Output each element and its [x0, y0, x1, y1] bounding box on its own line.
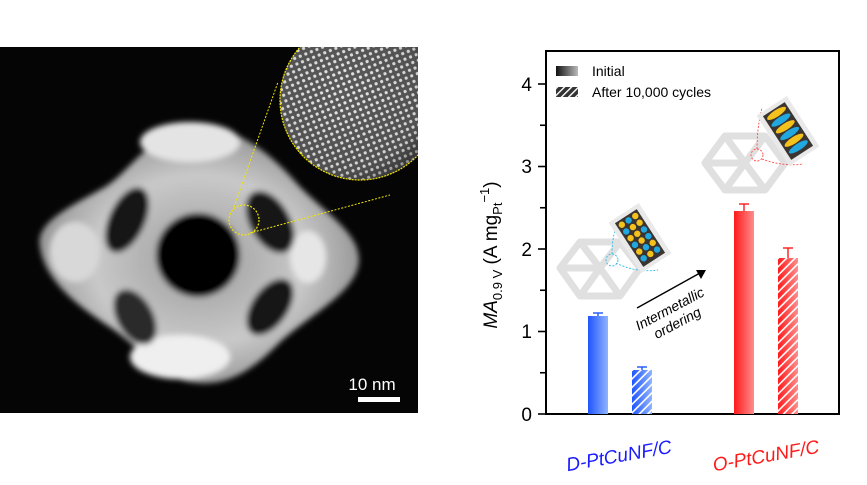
y-tick-label: 2	[521, 240, 532, 261]
region-highlight-circle	[228, 204, 260, 236]
ordered-nanoframe-schematic	[701, 96, 820, 194]
mass-activity-chart: 0 1 2 3 4 MA0.9 V (A mgPt−1) Initial Aft…	[450, 0, 867, 480]
zoom-guide-line	[233, 81, 279, 208]
category-label-d: D-PtCuNF/C	[565, 437, 674, 476]
nanoframe-particle	[39, 122, 359, 384]
bars	[588, 203, 798, 414]
legend-swatch-solid	[556, 66, 578, 76]
bar-o-initial	[734, 211, 754, 414]
stem-image-panel: 10 nm	[0, 19, 441, 413]
plot-frame	[545, 50, 840, 415]
scale-bar-label: 10 nm	[348, 375, 395, 394]
y-tick-label: 1	[521, 322, 532, 343]
y-tick-label: 0	[521, 405, 532, 426]
error-bar	[593, 312, 603, 316]
y-axis	[538, 83, 546, 415]
category-label-o: O-PtCuNF/C	[711, 437, 821, 476]
legend-label: Initial	[592, 63, 625, 79]
intermetallic-ordering-annotation: Intermetallic ordering	[633, 270, 707, 342]
y-axis-label: MA0.9 V (A mgPt−1)	[477, 181, 505, 328]
error-bar	[783, 247, 793, 258]
bar-d-initial	[588, 316, 608, 414]
disordered-nanoframe-schematic	[556, 203, 672, 300]
scale-bar	[358, 397, 400, 402]
y-tick-label: 3	[521, 157, 532, 178]
chart-svg: 0 1 2 3 4 MA0.9 V (A mgPt−1) Initial Aft…	[477, 50, 840, 476]
legend-label: After 10,000 cycles	[592, 84, 711, 100]
arrow-head-icon	[696, 270, 706, 279]
error-bar	[637, 366, 647, 370]
legend: Initial After 10,000 cycles	[556, 63, 711, 100]
zoom-guide-line	[249, 194, 391, 234]
error-bar	[739, 203, 749, 211]
legend-swatch-hatched	[556, 87, 578, 97]
y-tick-label: 4	[521, 75, 532, 96]
stem-image: 10 nm	[0, 19, 441, 413]
atomic-resolution-inset	[279, 19, 441, 181]
